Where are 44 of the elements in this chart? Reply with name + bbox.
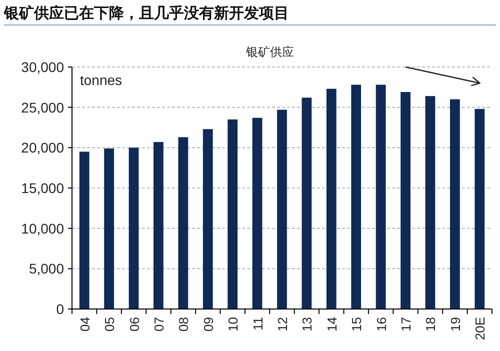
x-tick-label: 06	[126, 317, 142, 332]
bar	[128, 148, 139, 309]
x-tick-label: 12	[275, 317, 290, 332]
bar	[351, 84, 362, 309]
y-axis-title: tonnes	[80, 72, 122, 88]
bar	[79, 152, 90, 309]
chart-title: 银矿供应已在下降，且几乎没有新开发项目	[3, 4, 289, 22]
bar	[425, 96, 436, 309]
x-tick-label: 05	[102, 317, 118, 332]
y-tick-label: 5,000	[28, 260, 64, 277]
bar	[154, 142, 164, 309]
bar	[228, 119, 238, 309]
bar	[400, 92, 410, 309]
x-tick-label: 11	[250, 317, 266, 330]
x-tick-label: 13	[300, 317, 315, 332]
x-tick-label: 20E	[472, 316, 488, 340]
bar	[277, 110, 287, 309]
x-tick-label: 16	[374, 317, 389, 332]
bar	[326, 88, 336, 309]
chart-subtitle: 银矿供应	[245, 45, 294, 59]
y-tick-label: 20,000	[21, 140, 64, 156]
bar	[178, 137, 188, 309]
x-tick-label: 10	[226, 317, 241, 332]
y-tick-label: 25,000	[21, 99, 64, 116]
y-tick-label: 30,000	[21, 59, 64, 75]
y-tick-label: 15,000	[21, 180, 64, 196]
x-tick-label: 07	[151, 317, 166, 332]
bar	[450, 99, 460, 309]
bar	[302, 98, 312, 309]
x-tick-label: 17	[398, 317, 414, 332]
x-tick-label: 09	[200, 317, 216, 332]
bar	[252, 118, 262, 309]
y-tick-label: 10,000	[21, 220, 64, 236]
x-tick-label: 19	[448, 317, 463, 332]
x-tick-label: 04	[77, 317, 92, 332]
y-tick-label: 0	[56, 301, 64, 317]
x-tick-label: 18	[423, 317, 438, 332]
x-tick-label: 14	[324, 317, 340, 332]
bar	[474, 108, 485, 309]
bar	[202, 129, 213, 309]
bar	[376, 84, 386, 309]
bar	[104, 148, 114, 309]
x-tick-label: 15	[349, 317, 364, 332]
x-tick-label: 08	[176, 317, 192, 332]
